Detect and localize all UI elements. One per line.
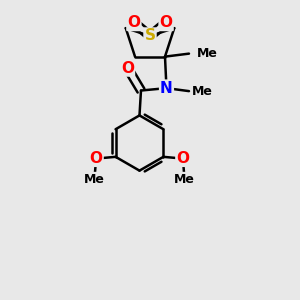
Text: Me: Me [174,173,195,186]
Text: O: O [128,15,140,30]
Text: O: O [160,15,172,30]
Text: Me: Me [192,85,213,98]
Text: O: O [176,151,189,166]
Text: Me: Me [196,47,218,60]
Text: O: O [121,61,134,76]
Text: N: N [160,81,173,96]
Text: O: O [90,151,103,166]
Text: Me: Me [84,173,105,186]
Text: S: S [145,28,155,44]
